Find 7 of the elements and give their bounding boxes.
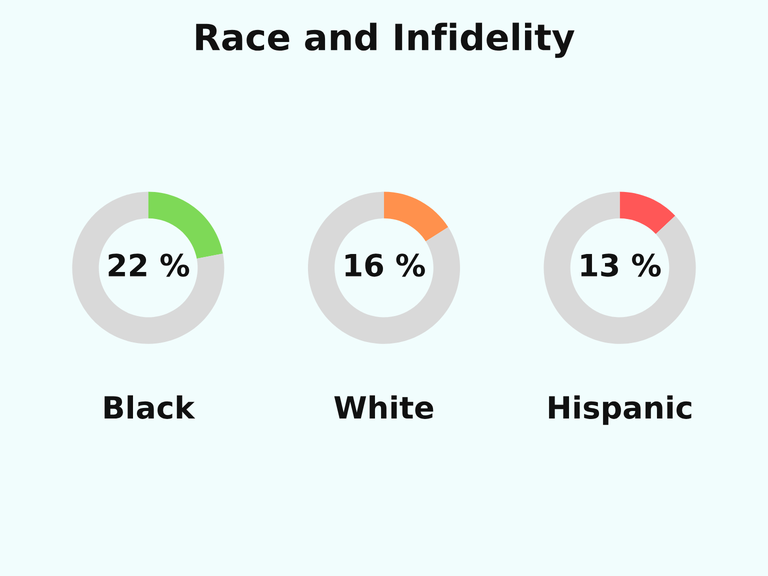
data-label: 16 % <box>346 254 425 277</box>
text: Black <box>104 395 196 419</box>
text: White <box>334 395 434 419</box>
data-label: 13 % <box>581 254 661 277</box>
text: Hispanic <box>549 395 692 425</box>
data-label: 22 % <box>108 254 190 277</box>
text: Race and Infidelity <box>196 22 574 58</box>
